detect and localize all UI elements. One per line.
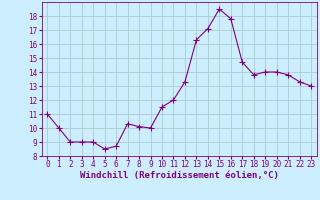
X-axis label: Windchill (Refroidissement éolien,°C): Windchill (Refroidissement éolien,°C) (80, 171, 279, 180)
